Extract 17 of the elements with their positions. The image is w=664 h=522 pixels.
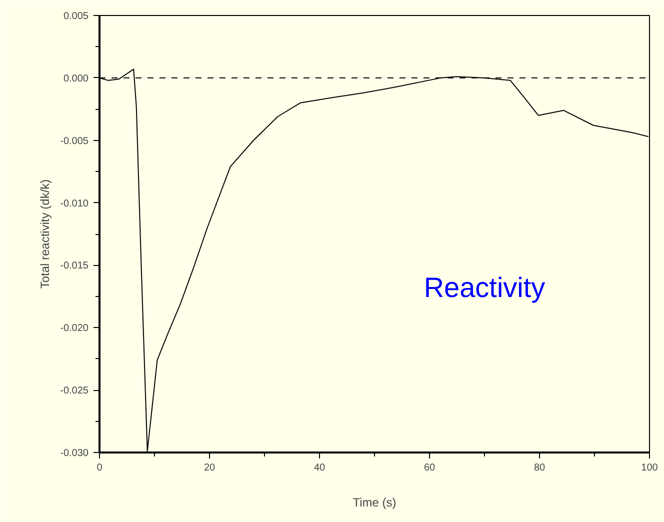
- y-tick-label: -0.010: [60, 198, 89, 210]
- y-tick-label: -0.025: [60, 386, 89, 397]
- y-tick-label: -0.030: [60, 448, 89, 459]
- annotation: Reactivity: [424, 272, 546, 303]
- x-tick-label: 60: [424, 462, 436, 474]
- x-tick-label: 0: [96, 462, 103, 474]
- y-tick-label: -0.020: [60, 323, 89, 334]
- y-axis-title: Total reactivity (dk/k): [38, 179, 52, 289]
- x-axis-title: Time (s): [352, 496, 396, 510]
- x-tick-label: 40: [314, 462, 326, 474]
- y-tick-label: 0.005: [63, 11, 89, 22]
- y-tick-label: -0.005: [60, 136, 89, 147]
- y-tick-label: -0.015: [60, 260, 89, 272]
- x-tick-label: 80: [534, 462, 546, 474]
- x-tick-label: 20: [204, 462, 216, 474]
- y-tick-label: 0.000: [63, 73, 89, 84]
- x-tick-label: 100: [641, 462, 658, 474]
